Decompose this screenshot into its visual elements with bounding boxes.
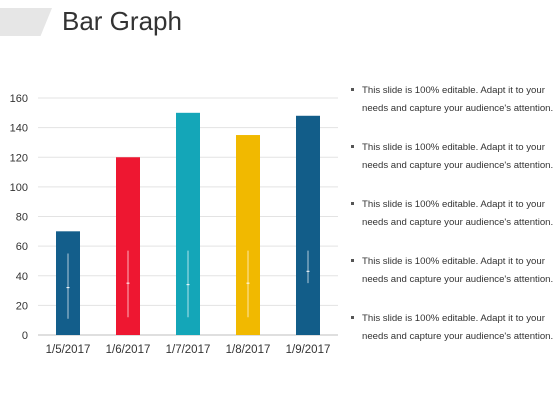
bar — [296, 115, 320, 336]
y-tick-label: 140 — [10, 123, 28, 135]
y-tick-label: 120 — [10, 152, 28, 164]
y-tick-label: 60 — [16, 241, 28, 253]
bullet-item: This slide is 100% editable. Adapt it to… — [350, 196, 555, 253]
x-tick-label: 1/7/2017 — [166, 344, 211, 356]
bullet-item: This slide is 100% editable. Adapt it to… — [350, 253, 555, 310]
bullet-item: This slide is 100% editable. Adapt it to… — [350, 139, 555, 196]
y-axis-ticks: 0 20 40 60 80 100 120 140 160 — [10, 93, 28, 342]
y-tick-label: 20 — [16, 300, 28, 312]
page-title: Bar Graph — [62, 6, 182, 36]
x-tick-label: 1/5/2017 — [46, 344, 91, 356]
bullet-list: This slide is 100% editable. Adapt it to… — [350, 82, 555, 367]
y-tick-label: 80 — [16, 212, 28, 224]
y-tick-label: 100 — [10, 182, 28, 194]
y-tick-label: 0 — [22, 330, 28, 342]
x-tick-label: 1/8/2017 — [226, 344, 271, 356]
y-tick-label: 40 — [16, 271, 28, 283]
bullet-item: This slide is 100% editable. Adapt it to… — [350, 82, 555, 139]
y-tick-label: 160 — [10, 93, 28, 105]
x-axis-ticks: 1/5/2017 1/6/2017 1/7/2017 1/8/2017 1/9/2017 — [46, 344, 331, 356]
chart-error-bars — [66, 250, 310, 319]
x-tick-label: 1/9/2017 — [286, 344, 331, 356]
bullet-item: This slide is 100% editable. Adapt it to… — [350, 310, 555, 367]
x-tick-label: 1/6/2017 — [106, 344, 151, 356]
